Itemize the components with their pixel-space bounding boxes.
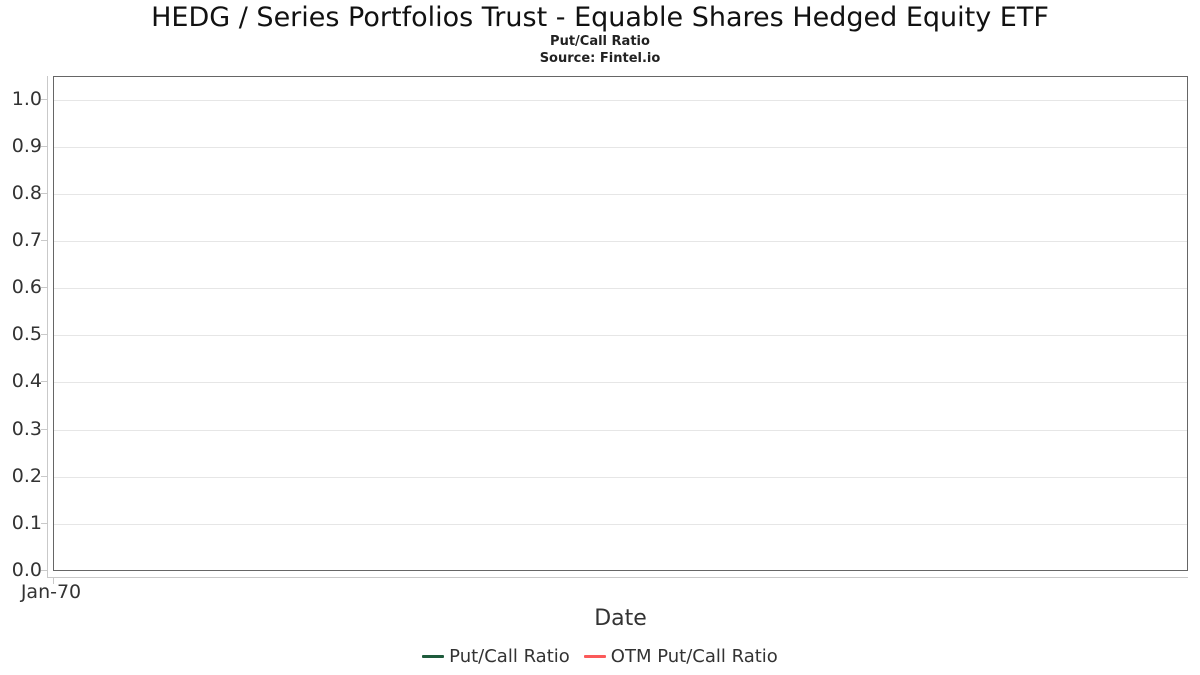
y-tick-mark <box>41 523 48 524</box>
gridline <box>54 147 1187 148</box>
y-tick-mark <box>41 99 48 100</box>
y-tick-mark <box>41 240 48 241</box>
legend-label: OTM Put/Call Ratio <box>610 646 778 667</box>
y-tick-label: 0.8 <box>11 182 42 204</box>
y-axis-line <box>47 76 48 577</box>
x-axis-title: Date <box>594 606 647 631</box>
y-tick-label: 0.2 <box>11 465 42 487</box>
gridline <box>54 524 1187 525</box>
gridline <box>54 194 1187 195</box>
y-tick-label: 0.0 <box>11 559 42 581</box>
plot-area <box>53 76 1188 571</box>
chart-subtitle: Put/Call Ratio <box>550 34 650 49</box>
gridline <box>54 241 1187 242</box>
y-tick-label: 0.4 <box>11 370 42 392</box>
legend-item[interactable]: OTM Put/Call Ratio <box>583 646 778 667</box>
x-tick-mark <box>53 578 54 584</box>
chart-title: HEDG / Series Portfolios Trust - Equable… <box>151 2 1049 33</box>
y-tick-mark <box>41 476 48 477</box>
legend-label: Put/Call Ratio <box>449 646 570 667</box>
y-tick-label: 0.5 <box>11 323 42 345</box>
gridline <box>54 382 1187 383</box>
x-axis-line <box>47 577 1188 578</box>
gridline <box>54 477 1187 478</box>
y-tick-label: 0.6 <box>11 276 42 298</box>
legend: Put/Call Ratio OTM Put/Call Ratio <box>0 646 1200 667</box>
legend-line-icon <box>422 655 445 658</box>
y-tick-label: 0.3 <box>11 418 42 440</box>
y-tick-label: 0.7 <box>11 229 42 251</box>
y-tick-label: 0.1 <box>11 512 42 534</box>
gridline <box>54 100 1187 101</box>
gridline <box>54 430 1187 431</box>
gridline <box>54 335 1187 336</box>
x-tick-label: Jan-70 <box>20 581 82 603</box>
y-tick-mark <box>41 429 48 430</box>
y-tick-mark <box>41 334 48 335</box>
y-tick-mark <box>41 146 48 147</box>
y-tick-mark <box>41 193 48 194</box>
y-tick-mark <box>41 570 48 571</box>
legend-item[interactable]: Put/Call Ratio <box>422 646 570 667</box>
y-tick-label: 0.9 <box>11 135 42 157</box>
y-tick-mark <box>41 381 48 382</box>
chart-source: Source: Fintel.io <box>539 51 661 66</box>
legend-line-icon <box>583 655 606 658</box>
gridline <box>54 288 1187 289</box>
y-tick-mark <box>41 287 48 288</box>
y-tick-label: 1.0 <box>11 88 42 110</box>
